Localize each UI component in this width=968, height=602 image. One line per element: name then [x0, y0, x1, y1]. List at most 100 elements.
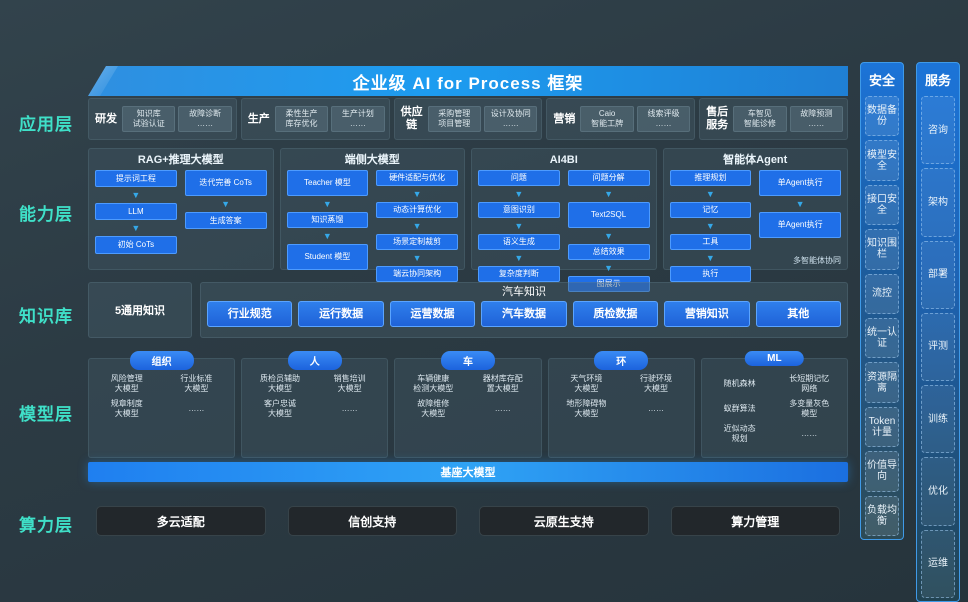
security-rail-item[interactable]: 统一认证	[865, 318, 899, 359]
application-cell[interactable]: Caio 智能工牌	[580, 106, 634, 132]
capability-chip[interactable]: 场景定制裁剪	[376, 234, 458, 250]
application-cell-line: Caio	[598, 109, 616, 118]
capability-chip[interactable]: 工具	[669, 234, 752, 250]
application-cell[interactable]: 生产计划……	[331, 106, 385, 132]
capability-chip[interactable]: 动态计算优化	[376, 202, 458, 218]
capability-chip[interactable]: Teacher 模型	[286, 170, 369, 196]
capability-chip[interactable]: 生成答案	[184, 212, 267, 230]
application-cell[interactable]: 知识库 试验认证	[122, 106, 176, 132]
capability-chip[interactable]: 总结效果	[567, 244, 650, 260]
capability-card-title: RAG+推理大模型	[137, 154, 224, 166]
capability-chip[interactable]: 图展示	[567, 276, 650, 292]
application-cells: 柔性生产 库存优化 生产计划……	[274, 106, 385, 132]
knowledge-chip[interactable]: 汽车数据	[481, 301, 567, 327]
knowledge-chip[interactable]: 质检数据	[572, 301, 659, 327]
model-cell[interactable]: 地形障碍物 大模型	[566, 398, 607, 418]
model-cell[interactable]: 规章制度 大模型	[110, 398, 143, 418]
model-cell[interactable]: 行业标准 大模型	[180, 373, 213, 393]
model-cell[interactable]: 风险管理 大模型	[110, 373, 143, 393]
application-cell[interactable]: 故障预测……	[789, 106, 843, 132]
service-rail-item[interactable]: 评测	[921, 312, 955, 382]
application-cell[interactable]: 设计及协同……	[484, 106, 538, 132]
security-rail-item[interactable]: 模型安全	[865, 140, 899, 181]
security-rail-item[interactable]: 数据备份	[865, 96, 899, 137]
application-cell[interactable]: 柔性生产 库存优化	[274, 106, 329, 132]
application-cell-line: ……	[502, 119, 519, 128]
model-cell[interactable]: 随机森林	[723, 378, 756, 388]
model-cell[interactable]: ……	[341, 403, 358, 413]
capability-chip[interactable]: 提示词工程	[95, 170, 177, 188]
model-cell[interactable]: 器材库存配 置大模型	[482, 373, 523, 393]
model-cell[interactable]: ……	[648, 403, 664, 413]
application-cell-line: 采购管理	[438, 109, 471, 118]
knowledge-chip[interactable]: 营销知识	[664, 301, 750, 327]
arrow-down-icon: ▼	[412, 220, 422, 231]
security-rail-item[interactable]: 流控	[865, 273, 899, 315]
capability-chip[interactable]: 语义生成	[478, 234, 560, 250]
model-cell[interactable]: 近似动态 规划	[723, 423, 756, 443]
capability-chip[interactable]: 问题分解	[567, 170, 650, 186]
capability-chip[interactable]: 单Agent执行	[759, 170, 841, 196]
compute-chip[interactable]: 多云适配	[96, 506, 266, 536]
model-cell[interactable]: 天气环境 大模型	[570, 373, 603, 393]
model-cell[interactable]: 客户忠诚 大模型	[264, 398, 296, 418]
capability-chip[interactable]: 复杂度判断	[478, 266, 560, 282]
security-rail-item[interactable]: Token计量	[865, 406, 899, 448]
service-rail-item[interactable]: 训练	[921, 385, 955, 454]
application-cell[interactable]: 采购管理 项目管理	[427, 106, 481, 132]
security-rail-item[interactable]: 价值导向	[865, 451, 899, 492]
model-cell[interactable]: 质检员辅助 大模型	[260, 373, 300, 393]
knowledge-chip[interactable]: 行业规范	[207, 301, 293, 327]
capability-layer-row: RAG+推理大模型 提示词工程 ▼ LLM ▼ 初始 CoTs 迭代完善 CoTs ▼ 生成答案…	[88, 148, 848, 292]
model-cell[interactable]: ……	[494, 403, 511, 413]
capability-chip[interactable]: 执行	[669, 266, 752, 282]
arrow-down-icon: ▼	[604, 230, 614, 241]
service-rail-item[interactable]: 优化	[921, 457, 955, 526]
model-card-tag: 环	[594, 351, 649, 370]
capability-card-title: AI4BI	[549, 154, 578, 166]
security-rail-item[interactable]: 知识围栏	[865, 229, 899, 270]
capability-chip[interactable]: LLM	[95, 203, 177, 221]
service-rail-item[interactable]: 运维	[921, 529, 955, 598]
model-cell[interactable]: 车辆健康 检测大模型	[413, 373, 454, 393]
application-cells: 采购管理 项目管理 设计及协同……	[427, 106, 538, 132]
capability-chip[interactable]: 迭代完善 CoTs	[184, 170, 267, 196]
application-cell[interactable]: 线索评级……	[636, 106, 691, 132]
security-rail-item[interactable]: 接口安全	[865, 184, 899, 226]
compute-chip[interactable]: 算力管理	[670, 506, 840, 536]
knowledge-chip[interactable]: 其他	[755, 301, 841, 327]
model-cell[interactable]: 行驶环境 大模型	[640, 373, 672, 393]
security-rail-item[interactable]: 资源隔离	[865, 362, 899, 403]
capability-chip[interactable]: 推理规划	[669, 170, 752, 186]
application-cell[interactable]: 车智见 智能诊修	[733, 106, 787, 132]
model-cell[interactable]: 故障维修 大模型	[417, 398, 450, 418]
compute-chip[interactable]: 云原生支持	[479, 506, 649, 536]
capability-chip[interactable]: 记忆	[669, 202, 752, 218]
capability-chip[interactable]: 端云协同架构	[376, 266, 458, 282]
knowledge-chip[interactable]: 运营数据	[389, 301, 476, 327]
model-cell[interactable]: 多变量灰色 模型	[789, 398, 830, 418]
model-cell[interactable]: 长短期记忆 网络	[789, 373, 830, 393]
application-group-name: 生产	[247, 112, 270, 125]
knowledge-auto-title: 汽车知识	[502, 286, 546, 298]
compute-chip[interactable]: 信创支持	[287, 506, 457, 536]
capability-chip[interactable]: 意图识别	[478, 202, 560, 218]
capability-chip[interactable]: Text2SQL	[567, 202, 650, 228]
service-rail-item[interactable]: 架构	[921, 168, 955, 237]
model-card-tag: 车	[441, 351, 495, 370]
capability-chip[interactable]: 初始 CoTs	[95, 236, 177, 254]
capability-chip[interactable]: 单Agent执行	[759, 212, 841, 238]
application-cell[interactable]: 故障诊断……	[178, 106, 232, 132]
model-cell[interactable]: ……	[801, 428, 818, 438]
model-cell[interactable]: 销售培训 大模型	[333, 373, 366, 393]
capability-chip[interactable]: 硬件适配与优化	[376, 170, 458, 186]
service-rail-item[interactable]: 咨询	[921, 96, 955, 165]
capability-chip[interactable]: 问题	[478, 170, 560, 186]
knowledge-chip[interactable]: 运行数据	[298, 301, 384, 327]
model-cell[interactable]: ……	[188, 403, 205, 413]
security-rail-item[interactable]: 负载均衡	[865, 495, 899, 537]
service-rail-item[interactable]: 部署	[921, 240, 955, 309]
capability-chip[interactable]: Student 模型	[286, 244, 369, 270]
capability-chip[interactable]: 知识蒸馏	[286, 212, 369, 228]
model-cell[interactable]: 蚁群算法	[723, 403, 756, 413]
